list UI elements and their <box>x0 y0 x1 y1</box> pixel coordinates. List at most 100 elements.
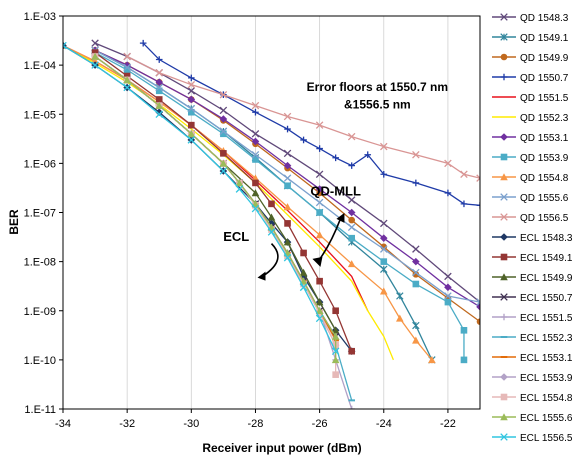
data-point <box>267 228 276 236</box>
legend-swatch-marker <box>500 293 508 301</box>
data-point <box>332 371 339 378</box>
series-6 <box>91 46 480 311</box>
data-point <box>412 271 420 278</box>
data-point <box>91 39 99 47</box>
legend-swatch-marker <box>500 53 508 61</box>
data-point <box>283 203 292 211</box>
data-point <box>315 185 324 193</box>
data-point <box>187 87 196 95</box>
data-point <box>380 265 388 273</box>
data-point <box>348 347 355 355</box>
data-point <box>123 76 131 84</box>
data-point <box>396 292 404 300</box>
data-point <box>219 127 228 136</box>
data-point <box>155 108 164 117</box>
data-point <box>315 198 324 207</box>
data-point <box>412 336 420 344</box>
data-point <box>460 356 468 364</box>
series-10 <box>123 52 480 182</box>
data-point <box>380 245 388 253</box>
data-point <box>284 182 291 190</box>
legend-swatch-marker <box>500 253 508 261</box>
data-point <box>332 154 339 162</box>
legend-entry: ECL 1553.9 <box>492 373 573 384</box>
legend-swatch-marker <box>500 13 508 21</box>
y-axis-title: BER <box>7 209 21 235</box>
data-point <box>412 268 420 277</box>
data-point <box>219 106 228 115</box>
arrow-path <box>263 243 279 277</box>
legend-label: QD 1551.5 <box>520 93 569 104</box>
data-point <box>315 298 324 306</box>
legend-label: QD 1555.6 <box>520 193 569 204</box>
data-point <box>251 189 260 197</box>
legend-label: QD 1549.9 <box>520 53 569 64</box>
data-point <box>187 95 196 104</box>
legend-label: QD 1553.9 <box>520 153 569 164</box>
data-point <box>476 174 480 182</box>
legend-swatch-marker <box>500 173 508 181</box>
data-point <box>428 356 436 364</box>
data-point <box>252 108 259 116</box>
y-tick-label: 1.E-06 <box>24 158 56 170</box>
annotation-label: QD-MLL <box>310 184 361 199</box>
data-point <box>444 159 452 168</box>
legend-label: QD 1553.1 <box>520 133 569 144</box>
legend-label: ECL 1556.5 <box>520 433 573 444</box>
legend-label: ECL 1549.9 <box>520 273 573 284</box>
data-point <box>300 249 307 257</box>
data-point <box>347 208 356 217</box>
data-point <box>315 170 324 179</box>
data-point <box>412 257 420 266</box>
legend-label: ECL 1553.9 <box>520 373 573 384</box>
data-point <box>331 356 340 364</box>
data-point <box>187 136 196 144</box>
legend-entry: QD 1554.8 <box>492 173 569 184</box>
data-point <box>91 49 99 56</box>
y-tick-label: 1.E-11 <box>24 404 56 416</box>
x-tick-label: -32 <box>119 418 135 430</box>
data-point <box>460 200 468 208</box>
legend-entry: QD 1552.3 <box>492 113 569 124</box>
data-point <box>444 283 452 292</box>
data-point <box>380 219 388 228</box>
data-point <box>283 161 292 170</box>
data-point <box>348 234 355 242</box>
data-point <box>219 159 228 167</box>
legend-swatch-marker <box>500 193 508 201</box>
data-point <box>155 83 163 92</box>
data-point <box>63 41 67 50</box>
annotations: Error floors at 1550.7 nm&1556.5 nm QD-ML… <box>223 80 448 281</box>
arrow-head <box>257 271 266 281</box>
data-point <box>91 61 99 69</box>
series-12 <box>91 49 355 355</box>
legend-label: ECL 1549.1 <box>520 253 573 264</box>
legend-label: ECL 1552.3 <box>520 333 573 344</box>
data-point <box>315 306 324 315</box>
data-point <box>283 253 292 262</box>
data-point <box>332 307 339 315</box>
legend-entry: ECL 1548.3 <box>492 233 573 244</box>
x-axis-title: Receiver input power (dBm) <box>202 441 361 455</box>
annotation-label: Error floors at 1550.7 nm <box>307 80 448 94</box>
data-point <box>283 112 292 121</box>
legend-entry: ECL 1549.9 <box>492 273 573 284</box>
data-point <box>460 326 468 334</box>
data-point <box>284 220 291 227</box>
data-point <box>91 52 99 60</box>
data-point <box>412 150 420 159</box>
data-point <box>380 170 388 178</box>
data-point <box>235 179 244 187</box>
data-point <box>348 216 355 224</box>
y-tick-label: 1.E-05 <box>24 109 56 121</box>
data-point <box>252 179 259 187</box>
legend-entry: QD 1553.1 <box>492 133 569 144</box>
legend-label: ECL 1551.5 <box>520 313 573 324</box>
data-point <box>315 121 324 129</box>
data-point <box>412 245 420 253</box>
data-point <box>460 170 468 179</box>
legend-entry: ECL 1552.3 <box>492 333 573 344</box>
data-point <box>412 280 420 288</box>
data-point <box>476 202 480 209</box>
series-layer <box>63 39 480 409</box>
